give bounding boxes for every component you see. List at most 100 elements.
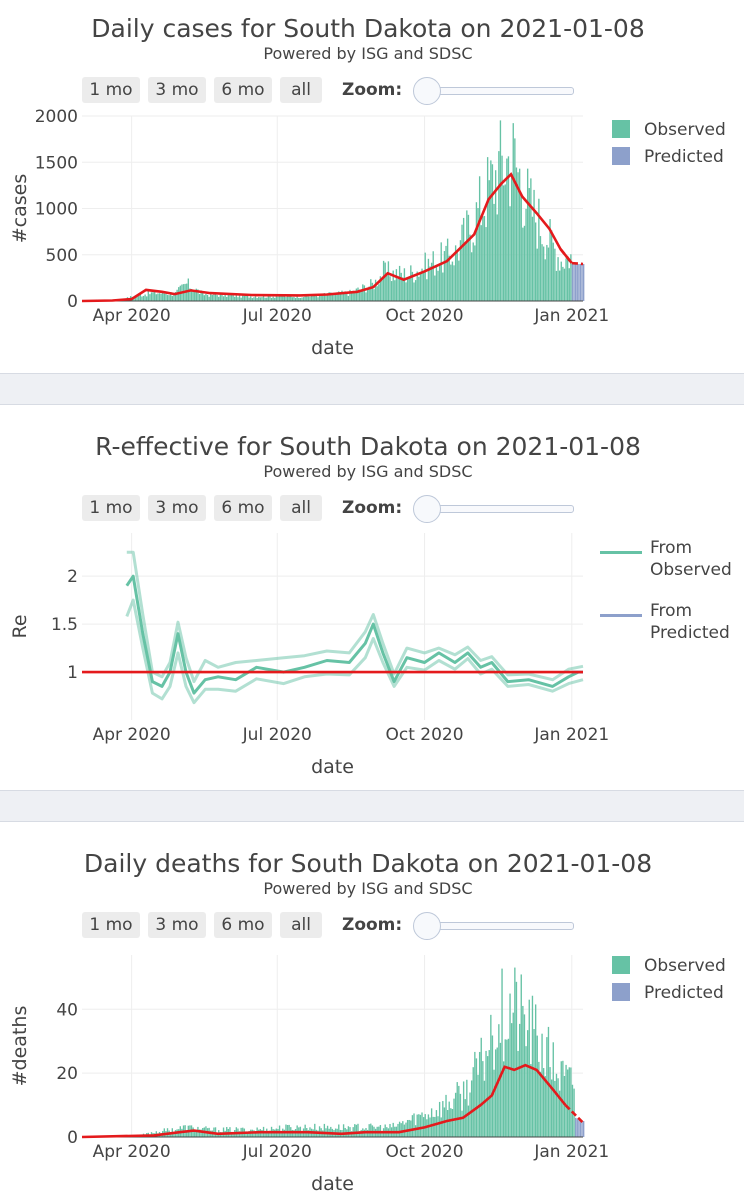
zoom-slider-handle[interactable] xyxy=(413,495,441,523)
observed-bar xyxy=(251,298,254,301)
observed-bar xyxy=(166,294,169,301)
observed-bar xyxy=(237,297,239,301)
zoom-slider-handle[interactable] xyxy=(413,912,441,940)
observed-bar xyxy=(310,295,313,301)
observed-bar xyxy=(402,1121,404,1137)
observed-bar xyxy=(530,178,532,301)
range-button-6mo[interactable]: 6 mo xyxy=(214,495,272,521)
zoom-label: Zoom: xyxy=(342,915,403,935)
re-observed-line xyxy=(125,574,579,695)
observed-bar xyxy=(227,294,230,301)
zoom-slider-handle[interactable] xyxy=(413,77,441,105)
observed-bar xyxy=(562,266,564,301)
observed-bar xyxy=(466,210,468,301)
observed-bar xyxy=(411,271,414,301)
range-button-1mo[interactable]: 1 mo xyxy=(82,912,140,938)
observed-bar xyxy=(330,1126,332,1137)
observed-bar xyxy=(397,278,399,301)
observed-bar xyxy=(306,295,308,301)
observed-bar xyxy=(467,214,470,301)
observed-bar xyxy=(450,264,452,301)
observed-bar xyxy=(550,230,553,301)
observed-bar xyxy=(323,1123,326,1137)
observed-bar xyxy=(222,296,225,301)
observed-bar xyxy=(509,206,511,301)
observed-bar xyxy=(146,296,148,301)
range-button-1mo[interactable]: 1 mo xyxy=(82,77,140,103)
legend-predicted[interactable]: Predicted xyxy=(612,983,724,1003)
range-button-all[interactable]: all xyxy=(280,77,322,103)
observed-bar xyxy=(538,1061,540,1137)
observed-bar xyxy=(464,243,466,301)
observed-bar xyxy=(429,266,431,301)
range-button-3mo[interactable]: 3 mo xyxy=(148,77,206,103)
observed-bar xyxy=(291,297,294,301)
observed-bar xyxy=(264,1131,266,1137)
legend-observed[interactable]: Observed xyxy=(612,120,726,140)
observed-bar xyxy=(290,295,292,301)
observed-bar xyxy=(168,295,170,301)
observed-bar xyxy=(570,1067,572,1137)
range-button-6mo[interactable]: 6 mo xyxy=(214,77,272,103)
cases-panel: Daily cases for South Dakota on 2021-01-… xyxy=(0,0,744,373)
observed-bar xyxy=(477,208,479,301)
observed-bar xyxy=(246,1132,249,1137)
observed-bar xyxy=(286,294,289,301)
range-button-all[interactable]: all xyxy=(280,495,322,521)
observed-bar xyxy=(494,170,497,301)
observed-bar xyxy=(259,297,262,301)
observed-bar xyxy=(446,1109,449,1137)
deaths-chart: Apr 2020 Jul 2020 Oct 2020 Jan 2021 0 20 40 dat… xyxy=(9,955,609,1195)
observed-bar xyxy=(459,1093,462,1137)
observed-bar xyxy=(298,297,300,301)
observed-bar xyxy=(170,1132,172,1137)
observed-bar xyxy=(341,290,343,301)
observed-bar xyxy=(328,292,330,301)
legend-from-predicted-line xyxy=(600,614,642,617)
observed-bar xyxy=(254,1131,257,1137)
observed-bar xyxy=(349,289,351,301)
range-button-6mo[interactable]: 6 mo xyxy=(214,912,272,938)
range-button-3mo[interactable]: 3 mo xyxy=(148,912,206,938)
observed-bar xyxy=(266,297,268,301)
observed-bar xyxy=(490,160,492,301)
observed-bar xyxy=(456,1082,458,1137)
observed-bar xyxy=(293,296,295,301)
observed-bar xyxy=(371,282,374,301)
observed-bar xyxy=(326,295,329,301)
observed-bar xyxy=(518,168,521,301)
observed-bar xyxy=(230,294,233,301)
observed-bar xyxy=(474,245,476,301)
y-tick-label: 2 xyxy=(67,567,78,587)
chart-subtitle: Powered by ISG and SDSC xyxy=(263,462,473,481)
observed-bar xyxy=(499,1042,502,1137)
range-button-3mo[interactable]: 3 mo xyxy=(148,495,206,521)
legend-from-observed-label: From Observed xyxy=(650,538,732,580)
predicted-bar xyxy=(581,264,583,301)
observed-bar xyxy=(338,1124,340,1137)
observed-bar xyxy=(520,974,522,1137)
observed-bar xyxy=(360,289,362,301)
observed-bar xyxy=(451,1108,454,1137)
observed-bar xyxy=(314,295,316,301)
observed-bar xyxy=(552,242,554,301)
observed-bar xyxy=(541,1033,543,1137)
observed-bar xyxy=(198,294,201,301)
observed-bar xyxy=(222,1127,225,1137)
observed-bar xyxy=(554,1080,556,1137)
observed-bar xyxy=(547,1026,550,1137)
legend-observed[interactable]: Observed xyxy=(612,956,726,976)
observed-bar xyxy=(229,294,231,301)
observed-bar xyxy=(242,293,244,301)
re-chart: Apr 2020 Jul 2020 Oct 2020 Jan 2021 1 1.5 2 dat… xyxy=(9,533,609,778)
legend-predicted[interactable]: Predicted xyxy=(612,147,724,167)
x-tick-label: Oct 2020 xyxy=(386,725,464,745)
observed-bar xyxy=(304,1124,306,1137)
y-tick-label: 40 xyxy=(56,1000,78,1020)
zoom-label: Zoom: xyxy=(342,498,403,518)
observed-bar xyxy=(445,1094,447,1137)
observed-bar xyxy=(174,292,177,301)
range-button-1mo[interactable]: 1 mo xyxy=(82,495,140,521)
observed-bar xyxy=(474,1051,476,1137)
range-button-all[interactable]: all xyxy=(280,912,322,938)
